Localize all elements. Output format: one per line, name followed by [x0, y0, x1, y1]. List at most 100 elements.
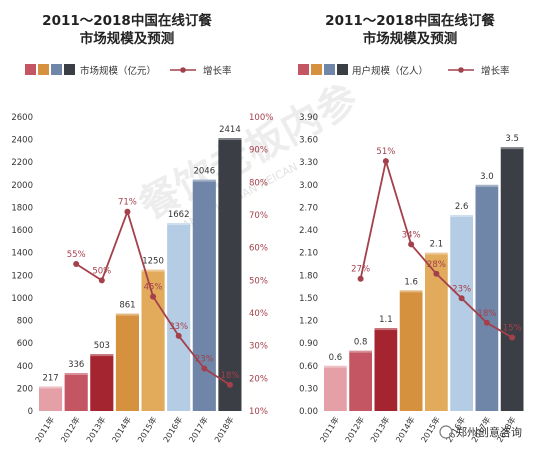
y-tick-label: 0.00 [299, 407, 318, 417]
bar-value-label: 1250 [142, 257, 164, 267]
x-tick-label: 2013年 [368, 415, 392, 444]
bar-value-label: 503 [94, 341, 110, 351]
y-tick-label: 0.60 [299, 362, 318, 372]
bar-top-accent [450, 215, 473, 217]
bar [324, 365, 347, 411]
y-tick-label: 0 [28, 407, 33, 417]
x-tick-label: 2011年 [33, 415, 57, 444]
legend-swatch [38, 64, 49, 75]
percent-tick-label: 80% [249, 178, 268, 188]
bar-value-label: 0.6 [329, 353, 343, 363]
growth-point [483, 319, 490, 326]
growth-point [458, 295, 465, 302]
footer: 郑州创意咨询 [439, 425, 522, 439]
y-tick-label: 0.30 [299, 384, 318, 394]
growth-label: 51% [376, 147, 395, 157]
bar-value-label: 217 [42, 373, 58, 383]
x-tick-label: 2016年 [161, 415, 185, 444]
y-tick-label: 1.50 [299, 294, 318, 304]
growth-label: 55% [67, 250, 86, 260]
y-tick-label: 2600 [11, 113, 33, 123]
x-tick-label: 2014年 [110, 415, 134, 444]
bar-top-accent [90, 354, 114, 357]
y-tick-label: 2.10 [299, 249, 318, 259]
y-tick-label: 400 [17, 362, 33, 372]
right-legend-line-label: 增长率 [481, 65, 510, 77]
bar-top-accent [374, 328, 398, 331]
percent-tick-label: 10% [249, 407, 268, 417]
bar-top-accent [475, 184, 499, 187]
bar [64, 373, 88, 411]
bar-value-label: 2414 [219, 125, 241, 135]
growth-label: 71% [118, 198, 137, 208]
growth-label: 50% [92, 266, 111, 276]
growth-point [357, 275, 364, 282]
left-legend: 市场规模（亿元） 增长率 [25, 64, 232, 77]
bar [39, 386, 63, 411]
bar-value-label: 0.8 [354, 338, 368, 348]
bar-value-label: 336 [68, 360, 84, 370]
y-tick-label: 2000 [11, 181, 33, 191]
y-tick-label: 1400 [11, 249, 33, 259]
growth-point [73, 261, 80, 267]
y-tick-label: 3.60 [299, 136, 318, 146]
bar [115, 313, 139, 411]
growth-point [433, 270, 440, 277]
legend-swatch [25, 64, 36, 75]
bar-top-accent [64, 373, 88, 376]
x-tick-label: 2012年 [58, 415, 82, 444]
y-tick-label: 1.20 [299, 317, 318, 327]
percent-tick-label: 30% [249, 342, 268, 352]
growth-point [382, 158, 389, 165]
left-chart-title-line1: 2011～2018中国在线订餐 [42, 12, 212, 29]
x-tick-label: 2011年 [318, 415, 342, 444]
bar [90, 354, 114, 411]
growth-label: 27% [351, 265, 370, 275]
growth-label: 23% [452, 284, 471, 294]
growth-point [226, 381, 233, 388]
bar [425, 252, 448, 411]
bar-value-label: 861 [119, 301, 135, 311]
growth-label: 33% [169, 322, 188, 332]
left-legend-line-label: 增长率 [203, 65, 232, 77]
y-tick-label: 2.70 [299, 203, 318, 213]
growth-label: 34% [402, 230, 421, 240]
wechat-icon [439, 425, 453, 439]
left-chart-title-line2: 市场规模及预测 [80, 30, 175, 47]
bar [374, 328, 398, 411]
growth-label: 23% [195, 355, 214, 365]
bar-value-label: 2.6 [455, 202, 469, 212]
bar-top-accent [141, 269, 165, 272]
right-legend-bar-label: 用户规模（亿人） [352, 65, 428, 77]
growth-label: 15% [503, 324, 522, 334]
bar [399, 290, 423, 411]
x-tick-label: 2014年 [393, 415, 417, 444]
y-tick-label: 3.30 [299, 158, 318, 168]
x-tick-label: 2013年 [84, 415, 108, 444]
y-tick-label: 2400 [11, 136, 33, 146]
bar [167, 223, 191, 411]
bar-value-label: 3.5 [505, 134, 519, 144]
percent-tick-label: 70% [249, 211, 268, 221]
y-tick-label: 1600 [11, 226, 33, 236]
percent-tick-label: 60% [249, 244, 268, 254]
right-legend: 用户规模（亿人） 增长率 [298, 64, 510, 77]
y-tick-label: 3.90 [299, 113, 318, 123]
x-tick-label: 2015年 [135, 415, 159, 444]
y-tick-label: 600 [17, 339, 33, 349]
right-chart: 0.00 0.30 0.60 0.90 1.20 1.50 1.80 2.10 2.40 2.70… [299, 113, 524, 444]
legend-swatch [324, 64, 335, 75]
percent-tick-label: 100% [249, 113, 273, 123]
right-chart-title-line2: 市场规模及预测 [363, 30, 458, 47]
growth-label: 18% [477, 309, 496, 319]
y-tick-label: 1200 [11, 271, 33, 281]
left-chart: 0 200 400 600 800 1000 1200 1400 1600 1800 2000 220… [11, 113, 273, 444]
legend-swatch [298, 64, 309, 75]
bar-top-accent [324, 365, 347, 368]
percent-tick-label: 50% [249, 276, 268, 286]
growth-point [150, 293, 157, 300]
x-tick-label: 2017年 [186, 415, 210, 444]
bar-top-accent [500, 147, 524, 150]
percent-tick-label: 90% [249, 146, 268, 156]
